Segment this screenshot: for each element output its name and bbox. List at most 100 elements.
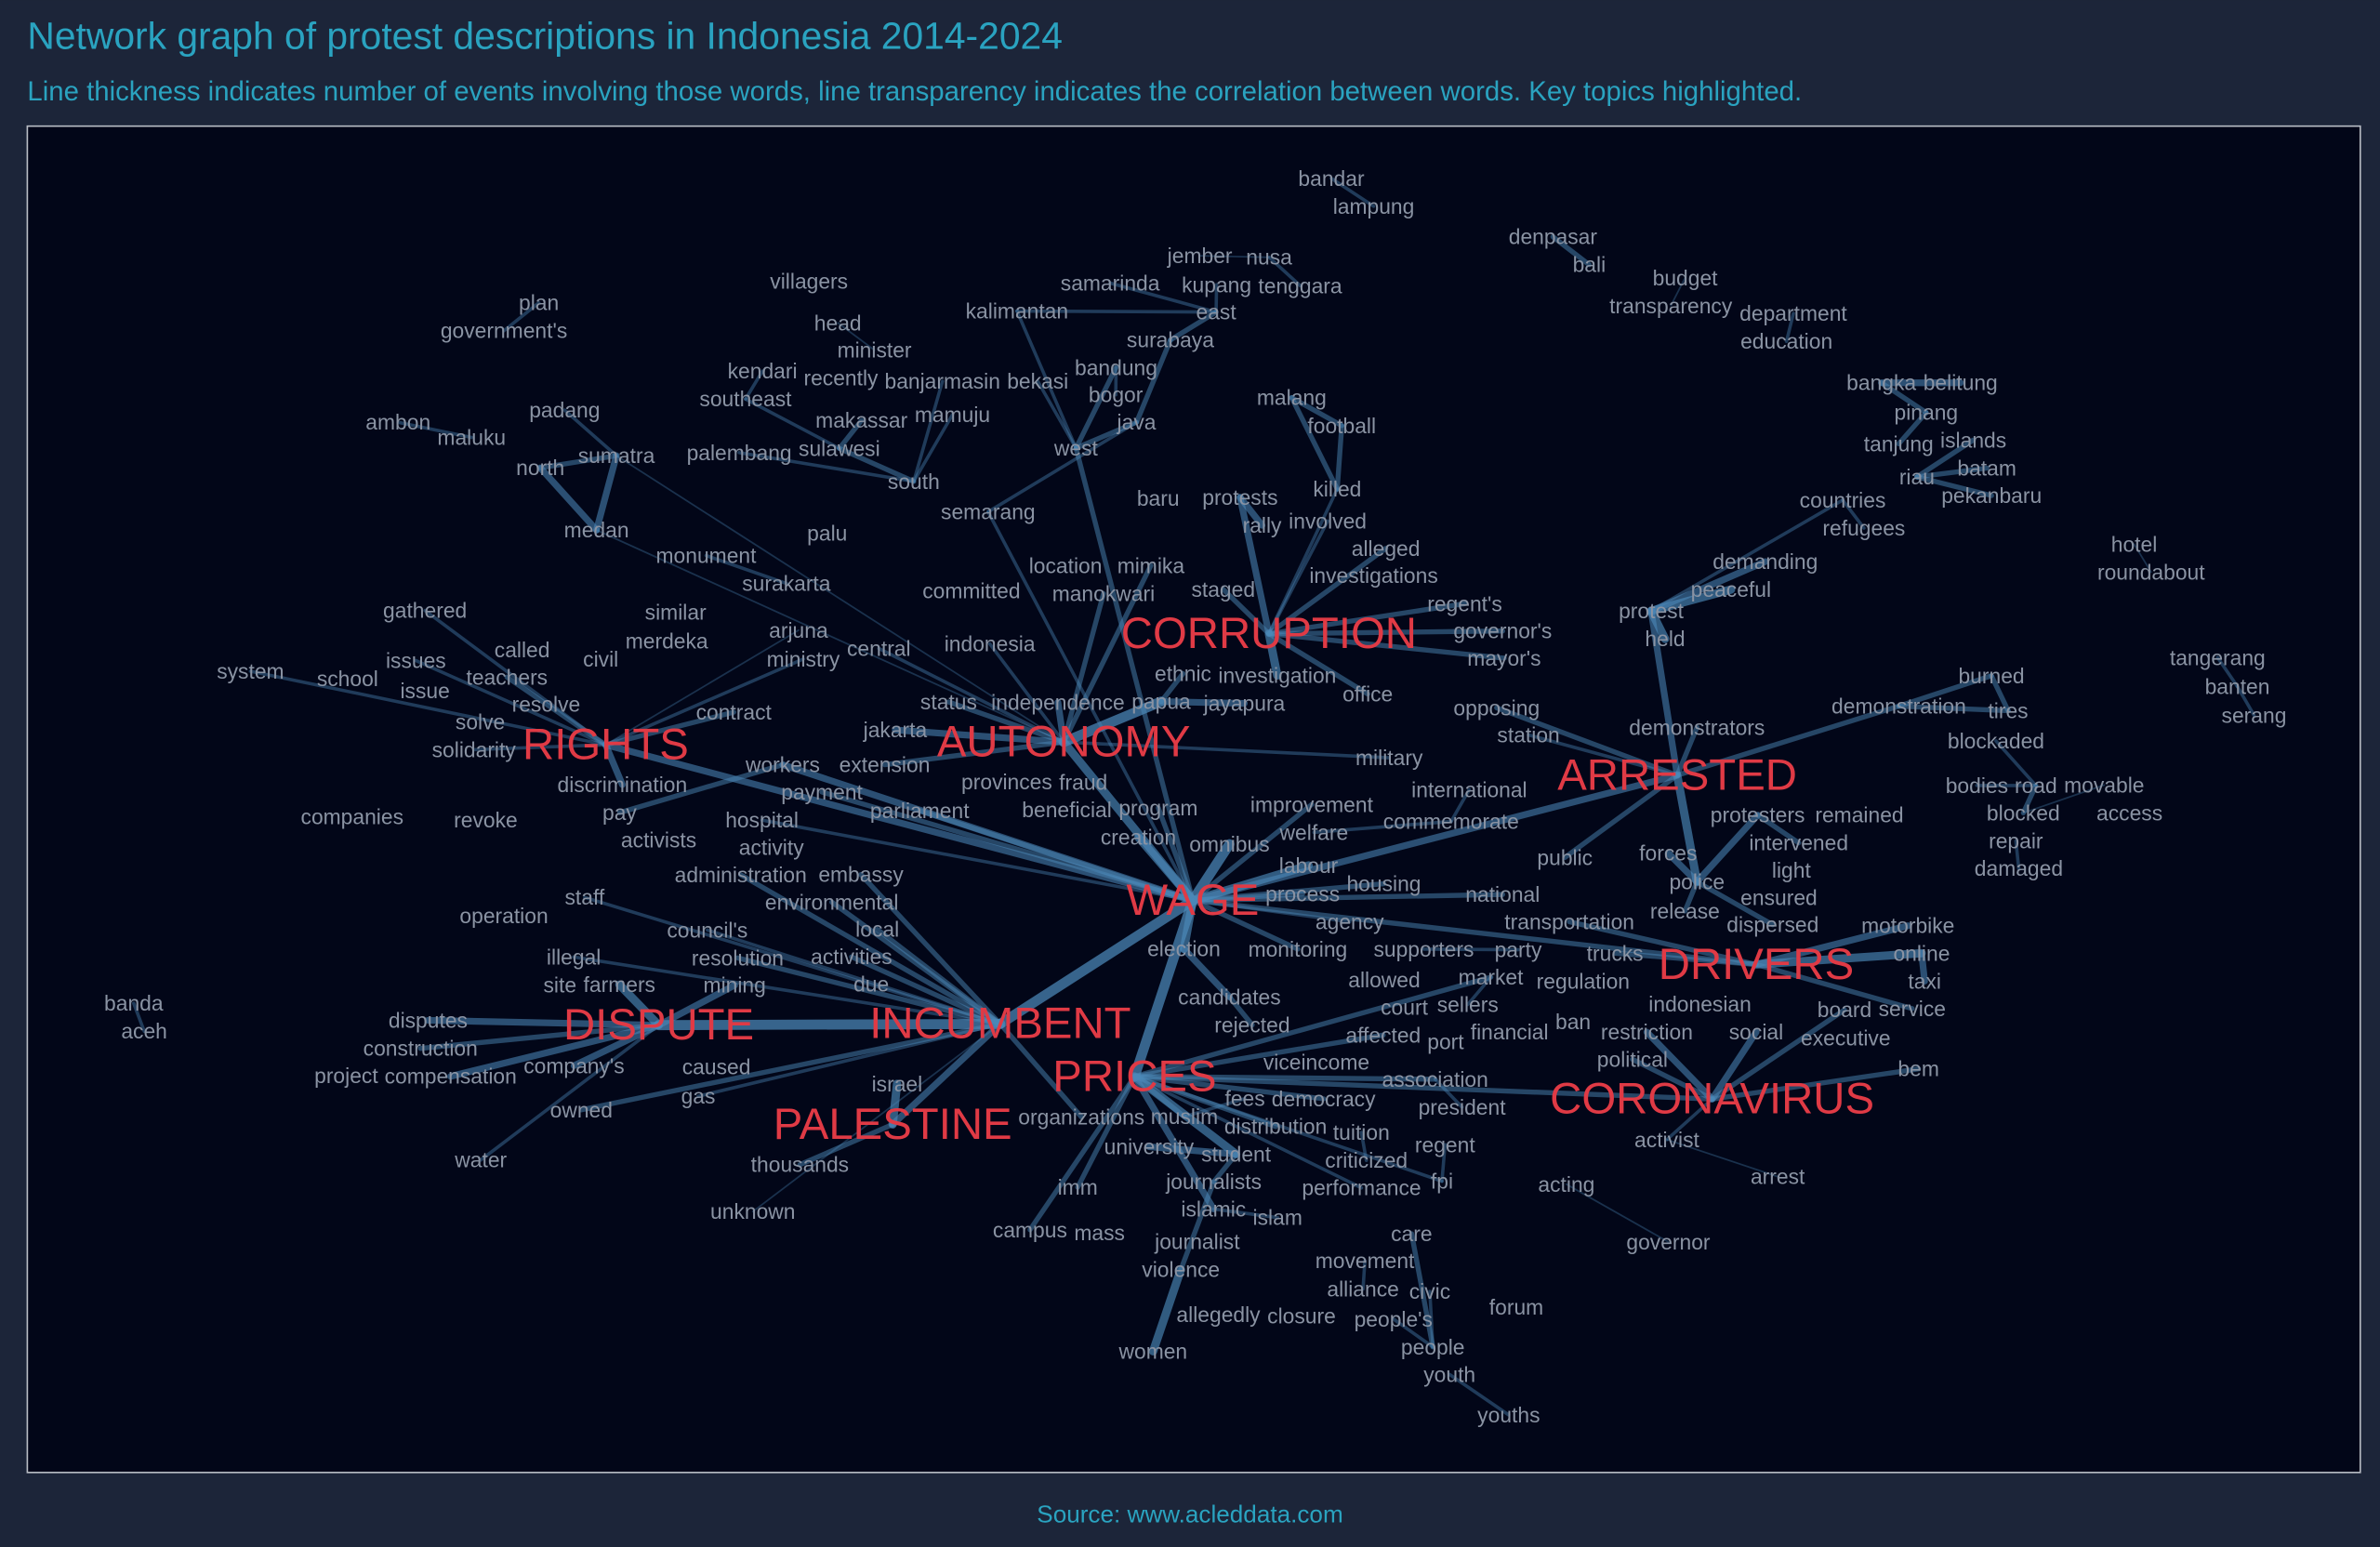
node-label: forum — [1489, 1295, 1543, 1319]
node-label: criticized — [1325, 1148, 1408, 1172]
node-label: islands — [1940, 428, 2006, 452]
node-label: semarang — [941, 500, 1036, 524]
edge-WAGE-west — [1073, 445, 1196, 904]
edge-RIGHTS-contract — [602, 709, 736, 747]
edge-PRICES-CORONAVIRUS — [1131, 1074, 1715, 1102]
edge-DISPUTE-water — [479, 1023, 661, 1162]
node-label: budget — [1653, 266, 1719, 290]
node-label: ministry — [767, 647, 840, 671]
node-label: candidates — [1178, 985, 1281, 1009]
edge-welfare-commemorate — [1312, 819, 1453, 835]
node-label: surabaya — [1127, 328, 1214, 352]
node-label: company's — [523, 1053, 624, 1078]
edge-RIGHTS-system — [248, 669, 608, 747]
node-label: companies — [301, 805, 403, 829]
edge-care-people — [1408, 1231, 1435, 1350]
edge-monument-surakarta — [704, 553, 788, 586]
node-label: location — [1029, 553, 1103, 577]
node-label: welfare — [1279, 820, 1349, 844]
edge-people's-people — [1391, 1316, 1435, 1349]
edge-PRICES-performance — [1132, 1075, 1364, 1190]
node-label: construction — [364, 1037, 478, 1061]
edge-gathered-RIGHTS — [423, 608, 608, 747]
edge-CORONAVIRUS-bem — [1709, 1066, 1922, 1102]
node-label: peaceful — [1691, 577, 1771, 602]
edge-PRICES-democracy — [1131, 1074, 1327, 1102]
edge-DISPUTE-disputes — [424, 1016, 663, 1029]
edge-sumatra-medan — [593, 452, 620, 534]
edge-CORONAVIRUS-political — [1630, 1056, 1715, 1102]
node-label: activists — [621, 828, 696, 853]
node-label: sumatra — [578, 443, 655, 468]
edge-INCUMBENT-activities — [849, 954, 1003, 1027]
edge-denpasar-bali — [1550, 233, 1593, 268]
node-label: social — [1729, 1020, 1783, 1044]
node-label: dispersed — [1726, 913, 1818, 937]
node-label: election — [1147, 937, 1221, 961]
node-label: activist — [1634, 1128, 1699, 1152]
node-label: tenggara — [1258, 273, 1342, 298]
node-label: monitoring — [1249, 937, 1348, 961]
edge-RIGHTS-teachers — [504, 674, 609, 747]
node-label: baru — [1137, 486, 1180, 510]
node-label: environmental — [765, 890, 899, 914]
node-label: villagers — [770, 269, 848, 293]
edge-banten-serang — [2235, 684, 2256, 718]
edge-PRICES-campus — [1027, 1074, 1138, 1233]
edge-DRIVERS-online — [1752, 948, 1926, 969]
edge-banjarmasin-south — [912, 379, 945, 483]
edge-bekasi-west — [1036, 379, 1078, 450]
edge-PRICES-distribution — [1131, 1074, 1278, 1130]
node-label: regent's — [1427, 591, 1502, 615]
edge-release-police — [1682, 879, 1699, 914]
node-label: rejected — [1214, 1012, 1289, 1037]
node-label: governor's — [1453, 619, 1552, 643]
edge-INCUMBENT-owned — [578, 1021, 1003, 1113]
node-label: movable — [2064, 773, 2144, 797]
node-label: regent — [1415, 1132, 1475, 1157]
node-label: banda — [104, 991, 164, 1015]
node-label: fpi — [1431, 1170, 1453, 1194]
edge-INCUMBENT-environmental — [829, 899, 1003, 1027]
edge-CORRUPTION-governor's — [1266, 628, 1506, 637]
node-label: court — [1381, 995, 1428, 1019]
edge-papua-ethnic — [1158, 670, 1186, 705]
edge-violence-women — [1148, 1265, 1185, 1355]
node-label: executive — [1801, 1025, 1891, 1050]
node-label: thousands — [751, 1153, 849, 1177]
edge-north-medan — [536, 464, 601, 534]
edge-tanjung-pinang — [1896, 410, 1929, 447]
edge-banda-aceh — [132, 1001, 146, 1034]
node-label: people's — [1355, 1307, 1433, 1331]
node-label: ensured — [1740, 885, 1818, 909]
edge-islamic-islam — [1211, 1207, 1280, 1220]
edge-protests-rally — [1236, 494, 1266, 529]
edge-DISPUTE-construction — [417, 1022, 662, 1051]
node-label: unknown — [710, 1199, 795, 1223]
key-topic-label: AUTONOMY — [937, 718, 1191, 767]
node-label: malang — [1257, 386, 1327, 410]
node-label: project — [314, 1064, 378, 1088]
node-label: labour — [1279, 853, 1339, 878]
node-label: public — [1537, 845, 1593, 869]
node-label: islam — [1253, 1206, 1302, 1230]
node-label: disputes — [389, 1008, 468, 1032]
node-label: board — [1818, 998, 1871, 1022]
node-label: bangka — [1846, 371, 1916, 395]
edge-south-sulawesi — [837, 445, 917, 484]
edge-football-killed — [1334, 423, 1344, 492]
edge-payment-WAGE — [819, 789, 1196, 904]
node-label: demanding — [1712, 549, 1818, 574]
node-label: mass — [1074, 1221, 1125, 1245]
edge-arjuna-RIGHTS — [604, 628, 800, 747]
node-label: kendari — [728, 359, 798, 383]
node-label: ethnic — [1155, 662, 1211, 686]
node-label: muslim — [1151, 1104, 1218, 1129]
edge-AUTONOMY-jakarta — [892, 726, 1067, 746]
edge-INCUMBENT-local — [874, 926, 1003, 1027]
node-label: issue — [400, 679, 449, 703]
edge-sumatra-AUTONOMY — [615, 455, 1065, 744]
node-label: access — [2096, 800, 2162, 825]
node-label: local — [855, 918, 899, 942]
node-label: jakarta — [863, 718, 928, 742]
